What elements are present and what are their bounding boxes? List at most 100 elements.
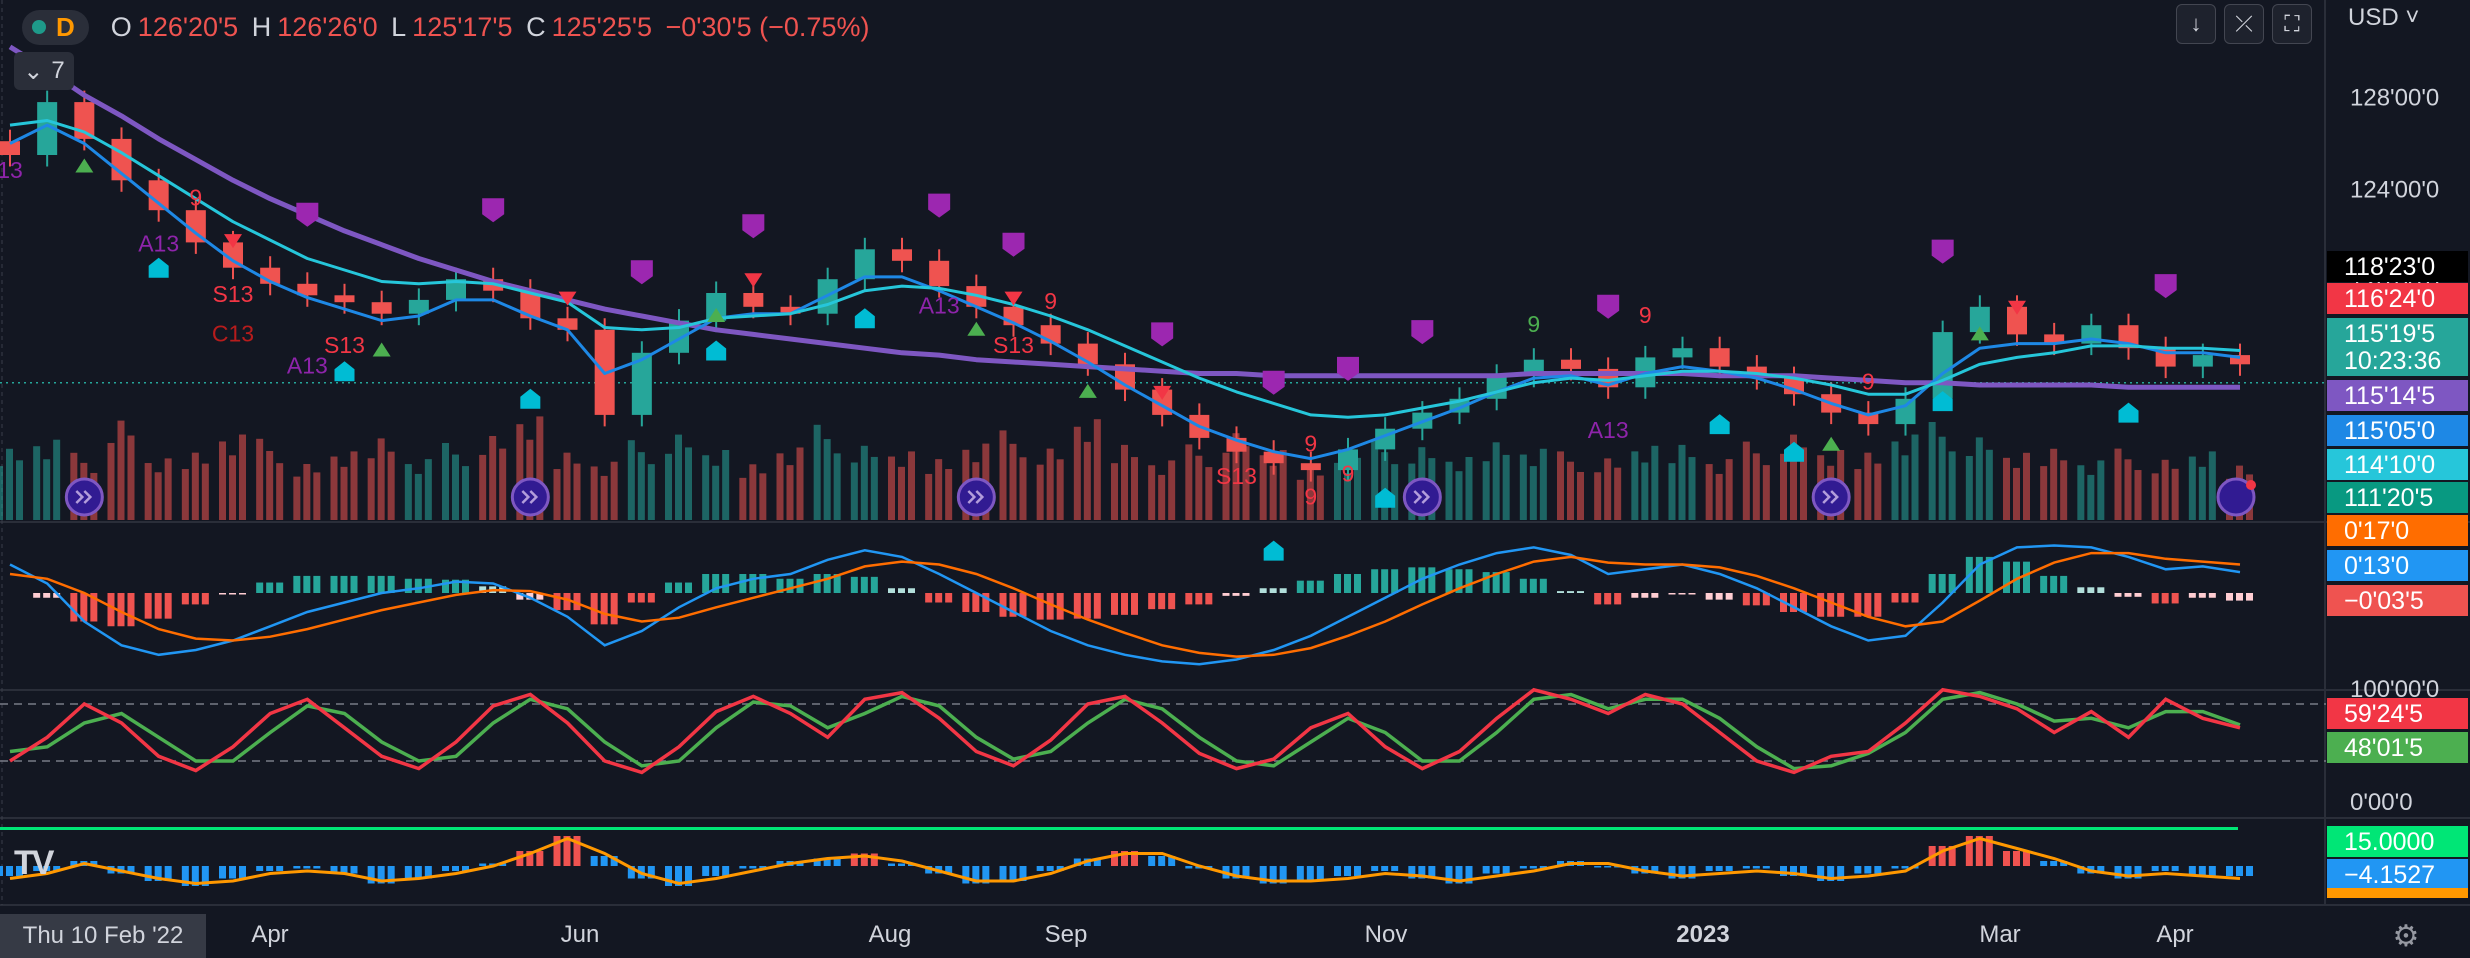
volume-bar xyxy=(1762,465,1770,520)
volume-bar xyxy=(340,466,348,520)
price-label-bg xyxy=(2327,415,2468,446)
volume-bar xyxy=(1073,426,1081,520)
down-triangle-marker xyxy=(558,291,577,306)
macd-histogram-bar xyxy=(2023,561,2030,593)
ohlc-values: O 126'20'5 H 126'26'0 L 125'17'5 C 125'25'5 … xyxy=(111,12,876,43)
macd-histogram-bar xyxy=(1705,593,1713,600)
volume-bar xyxy=(2003,457,2010,520)
time-tick-label: Mar xyxy=(1979,921,2020,948)
oscillator-bar xyxy=(1762,866,1770,869)
volume-bar xyxy=(414,473,422,520)
stochastic-price-label: 59'24'5 xyxy=(2344,700,2423,728)
volume-bar xyxy=(1056,459,1064,520)
volume-bar xyxy=(2097,460,2105,520)
oscillator-bar xyxy=(759,866,767,869)
oscillator-bar xyxy=(1492,866,1500,874)
oscillator-bar xyxy=(330,866,338,874)
oscillator-bar xyxy=(1465,866,1473,884)
oscillator-bar xyxy=(293,866,301,869)
volume-bar xyxy=(1083,441,1091,520)
time-tick-label: Jun xyxy=(561,921,600,948)
macd-histogram-bar xyxy=(2077,587,2085,593)
macd-histogram-bar xyxy=(2003,561,2010,593)
volume-bar xyxy=(1222,452,1230,520)
volume-bar xyxy=(1009,443,1017,520)
oscillator-bar xyxy=(1975,836,1983,866)
indicator-count: 7 xyxy=(51,57,65,84)
candle-body xyxy=(1338,449,1358,471)
volume-bar xyxy=(1334,462,1341,520)
price-tick-label: 124'00'0 xyxy=(2350,177,2439,204)
td-annotation-label: A13 xyxy=(138,231,179,257)
oscillator-bar xyxy=(553,836,561,866)
macd-histogram-bar xyxy=(479,586,487,593)
volume-bar xyxy=(424,459,432,520)
gear-icon[interactable]: ⚙ xyxy=(2392,919,2420,953)
volume-bar xyxy=(1242,446,1250,520)
candle-body xyxy=(334,295,355,303)
macd-panel[interactable] xyxy=(9,544,2253,666)
volume-bar xyxy=(1688,457,1696,520)
volume-bar xyxy=(590,466,598,520)
volume-bar xyxy=(2013,467,2020,520)
oscillator-bar xyxy=(1019,866,1027,881)
macd-histogram-bar xyxy=(2114,593,2122,597)
price-tick-label: 128'00'0 xyxy=(2350,85,2439,112)
oscillator-bar xyxy=(1131,851,1138,866)
volume-bar xyxy=(722,450,730,520)
volume-bar xyxy=(935,459,943,520)
volume-bar xyxy=(925,473,933,520)
volume-bar xyxy=(665,453,672,520)
macd-histogram-bar xyxy=(982,593,990,612)
volume-bar xyxy=(1381,452,1389,520)
volume-bar xyxy=(0,466,3,520)
oscillator-bar xyxy=(6,866,13,876)
volume-bar xyxy=(1279,450,1287,520)
stochastic-panel[interactable] xyxy=(0,687,2326,775)
currency-selector[interactable]: USD ˅ xyxy=(2348,4,2420,31)
oscillator-bar xyxy=(536,851,544,866)
time-axis[interactable]: Apr Jun Aug Sep Nov 2023 Mar Apr xyxy=(251,921,2193,948)
volume-bar xyxy=(1344,472,1351,520)
cyan-signal-marker xyxy=(520,388,541,409)
price-label-bg xyxy=(2327,283,2468,314)
macd-histogram-bar xyxy=(712,574,720,593)
price-axis[interactable]: 128'00'0124'00'0120'00'0118'23'0116'24'0… xyxy=(2327,85,2468,899)
oscillator-line xyxy=(9,836,2241,886)
oscillator-bar xyxy=(181,866,189,886)
macd-histogram-bar xyxy=(2134,593,2142,597)
collapse-pane-icon[interactable]: ⤫ xyxy=(2224,4,2264,44)
oscillator-bar xyxy=(526,851,534,866)
oscillator-bar xyxy=(1158,856,1166,866)
oscillator-bar xyxy=(1111,851,1118,866)
macd-histogram-bar xyxy=(1864,593,1872,617)
volume-bar xyxy=(201,463,209,520)
macd-label-bg xyxy=(2327,550,2468,581)
crosshair-date-label: Thu 10 Feb '22 xyxy=(0,914,206,958)
oscillator-bar xyxy=(1391,866,1399,871)
macd-histogram-bar xyxy=(256,582,264,593)
macd-histogram-bar xyxy=(1296,580,1304,593)
candle-body xyxy=(1709,348,1730,367)
event-icon xyxy=(510,477,550,517)
oscillator-bar xyxy=(90,861,98,866)
purple-signal-marker xyxy=(1931,239,1954,264)
volume-bar xyxy=(1371,440,1379,520)
indicators-toggle-button[interactable]: ⌄ 7 xyxy=(14,52,74,90)
tradingview-logo-icon: TV xyxy=(14,844,54,882)
oscillator-panel[interactable] xyxy=(0,827,2253,887)
arrow-down-icon[interactable]: ↓ xyxy=(2176,4,2216,44)
macd-histogram-bar xyxy=(1725,593,1733,600)
oscillator-bar xyxy=(2171,866,2179,871)
oscillator-bar xyxy=(1817,866,1825,881)
up-triangle-marker xyxy=(1970,326,1989,341)
stochastic-line-d xyxy=(9,690,2241,771)
oscillator-bar xyxy=(702,866,710,876)
macd-histogram-bar xyxy=(1381,569,1389,593)
maximize-pane-icon[interactable]: ⛶ xyxy=(2272,4,2312,44)
macd-histogram-bar xyxy=(2097,587,2105,593)
interval-pill[interactable]: D xyxy=(22,9,89,45)
open-label: O xyxy=(110,11,132,42)
